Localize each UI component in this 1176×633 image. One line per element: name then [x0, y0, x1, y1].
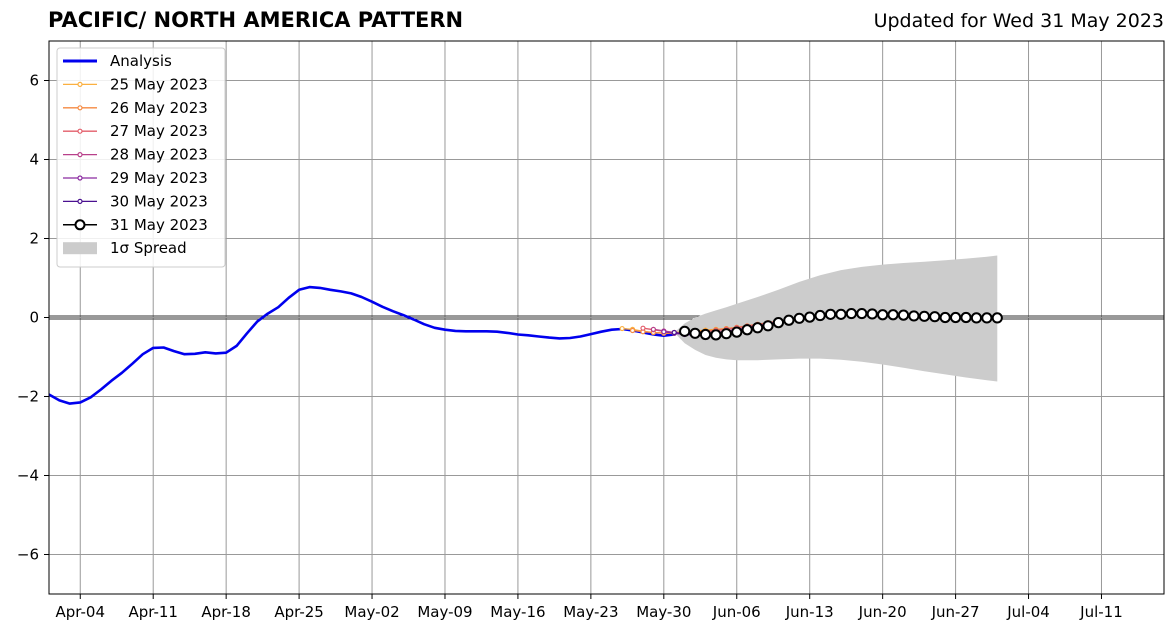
latest-forecast-point	[720, 328, 732, 340]
latest-forecast-point	[741, 324, 753, 336]
chart-title: PACIFIC/ NORTH AMERICA PATTERN	[48, 8, 464, 32]
forecast-point	[619, 325, 625, 332]
latest-forecast-point	[835, 308, 847, 320]
legend-label: 30 May 2023	[110, 192, 208, 210]
y-tick-label: −6	[17, 546, 39, 564]
x-tick-label: Jun-06	[712, 603, 761, 621]
latest-forecast-point	[824, 308, 837, 320]
x-tick-label: May-23	[563, 603, 618, 621]
y-tick-label: −2	[17, 388, 39, 406]
x-tick-label: May-30	[636, 603, 691, 621]
forecast-point	[650, 326, 656, 332]
legend-label: 26 May 2023	[110, 99, 208, 117]
analysis-line	[49, 285, 675, 405]
latest-forecast-point	[751, 322, 764, 334]
latest-forecast-point	[866, 308, 878, 320]
legend-label: 1σ Spread	[110, 239, 187, 257]
x-tick-label: Jun-27	[931, 603, 980, 621]
legend-marker	[77, 128, 83, 134]
latest-forecast-point	[845, 307, 857, 320]
legend-label: 31 May 2023	[110, 216, 208, 234]
latest-forecast-point	[960, 311, 972, 324]
legend-marker	[77, 198, 83, 204]
legend-label: Analysis	[110, 52, 172, 70]
latest-forecast-point	[772, 317, 785, 329]
legend-label: 25 May 2023	[110, 75, 208, 93]
y-tick-label: −4	[17, 467, 39, 485]
legend-label: 27 May 2023	[110, 122, 208, 140]
latest-forecast-point	[731, 326, 743, 338]
latest-forecast-point	[949, 311, 962, 324]
legend-label: 29 May 2023	[110, 169, 208, 187]
legend-marker	[77, 175, 83, 181]
x-tick-label: May-16	[490, 603, 545, 621]
forecast-point	[629, 327, 636, 334]
legend-label: 28 May 2023	[110, 146, 208, 164]
x-tick-label: May-09	[417, 603, 472, 621]
x-tick-label: Jul-11	[1079, 603, 1123, 621]
y-tick-label: 4	[29, 151, 39, 169]
legend-marker	[77, 152, 83, 158]
latest-forecast-point	[897, 309, 910, 321]
latest-forecast-point	[856, 307, 868, 320]
x-tick-label: Apr-04	[56, 603, 106, 621]
latest-forecast-point	[887, 309, 899, 321]
x-tick-label: Jun-13	[785, 603, 834, 621]
x-tick-label: Jul-04	[1006, 603, 1050, 621]
forecast-point	[640, 325, 646, 331]
latest-forecast-point	[762, 320, 774, 332]
legend-box	[56, 47, 226, 268]
x-tick-label: Jun-20	[858, 603, 907, 621]
plot-series-group	[49, 255, 1003, 405]
y-tick-label: 2	[29, 230, 39, 248]
x-tick-label: Apr-11	[128, 603, 178, 621]
updated-date: Updated for Wed 31 May 2023	[873, 10, 1164, 32]
latest-forecast-point	[793, 312, 805, 324]
latest-forecast-point	[908, 310, 920, 322]
forecast-point	[661, 329, 667, 335]
spread-band	[674, 255, 998, 382]
x-tick-label: May-02	[344, 603, 399, 621]
x-tick-label: Apr-25	[274, 603, 324, 621]
legend-marker	[77, 105, 83, 111]
latest-forecast-point	[689, 327, 701, 339]
latest-forecast-point	[699, 328, 712, 341]
legend-marker	[77, 81, 83, 88]
x-tick-label: Apr-18	[201, 603, 251, 621]
latest-forecast-point	[918, 310, 930, 322]
latest-forecast-point	[939, 311, 951, 324]
latest-forecast-point	[783, 314, 795, 326]
forecast-point	[671, 329, 677, 336]
legend-marker	[74, 219, 86, 231]
latest-forecast-point	[877, 309, 889, 321]
y-tick-label: 0	[29, 309, 39, 327]
latest-forecast-point	[929, 311, 941, 323]
latest-forecast-point	[991, 312, 1003, 324]
latest-forecast-point	[679, 325, 691, 337]
latest-forecast-point	[814, 309, 826, 322]
legend-swatch	[63, 242, 97, 255]
latest-forecast-point	[710, 329, 722, 341]
y-tick-label: 6	[29, 72, 39, 90]
latest-forecast-point	[981, 312, 993, 324]
latest-forecast-point	[970, 312, 983, 324]
latest-forecast-point	[804, 311, 816, 323]
